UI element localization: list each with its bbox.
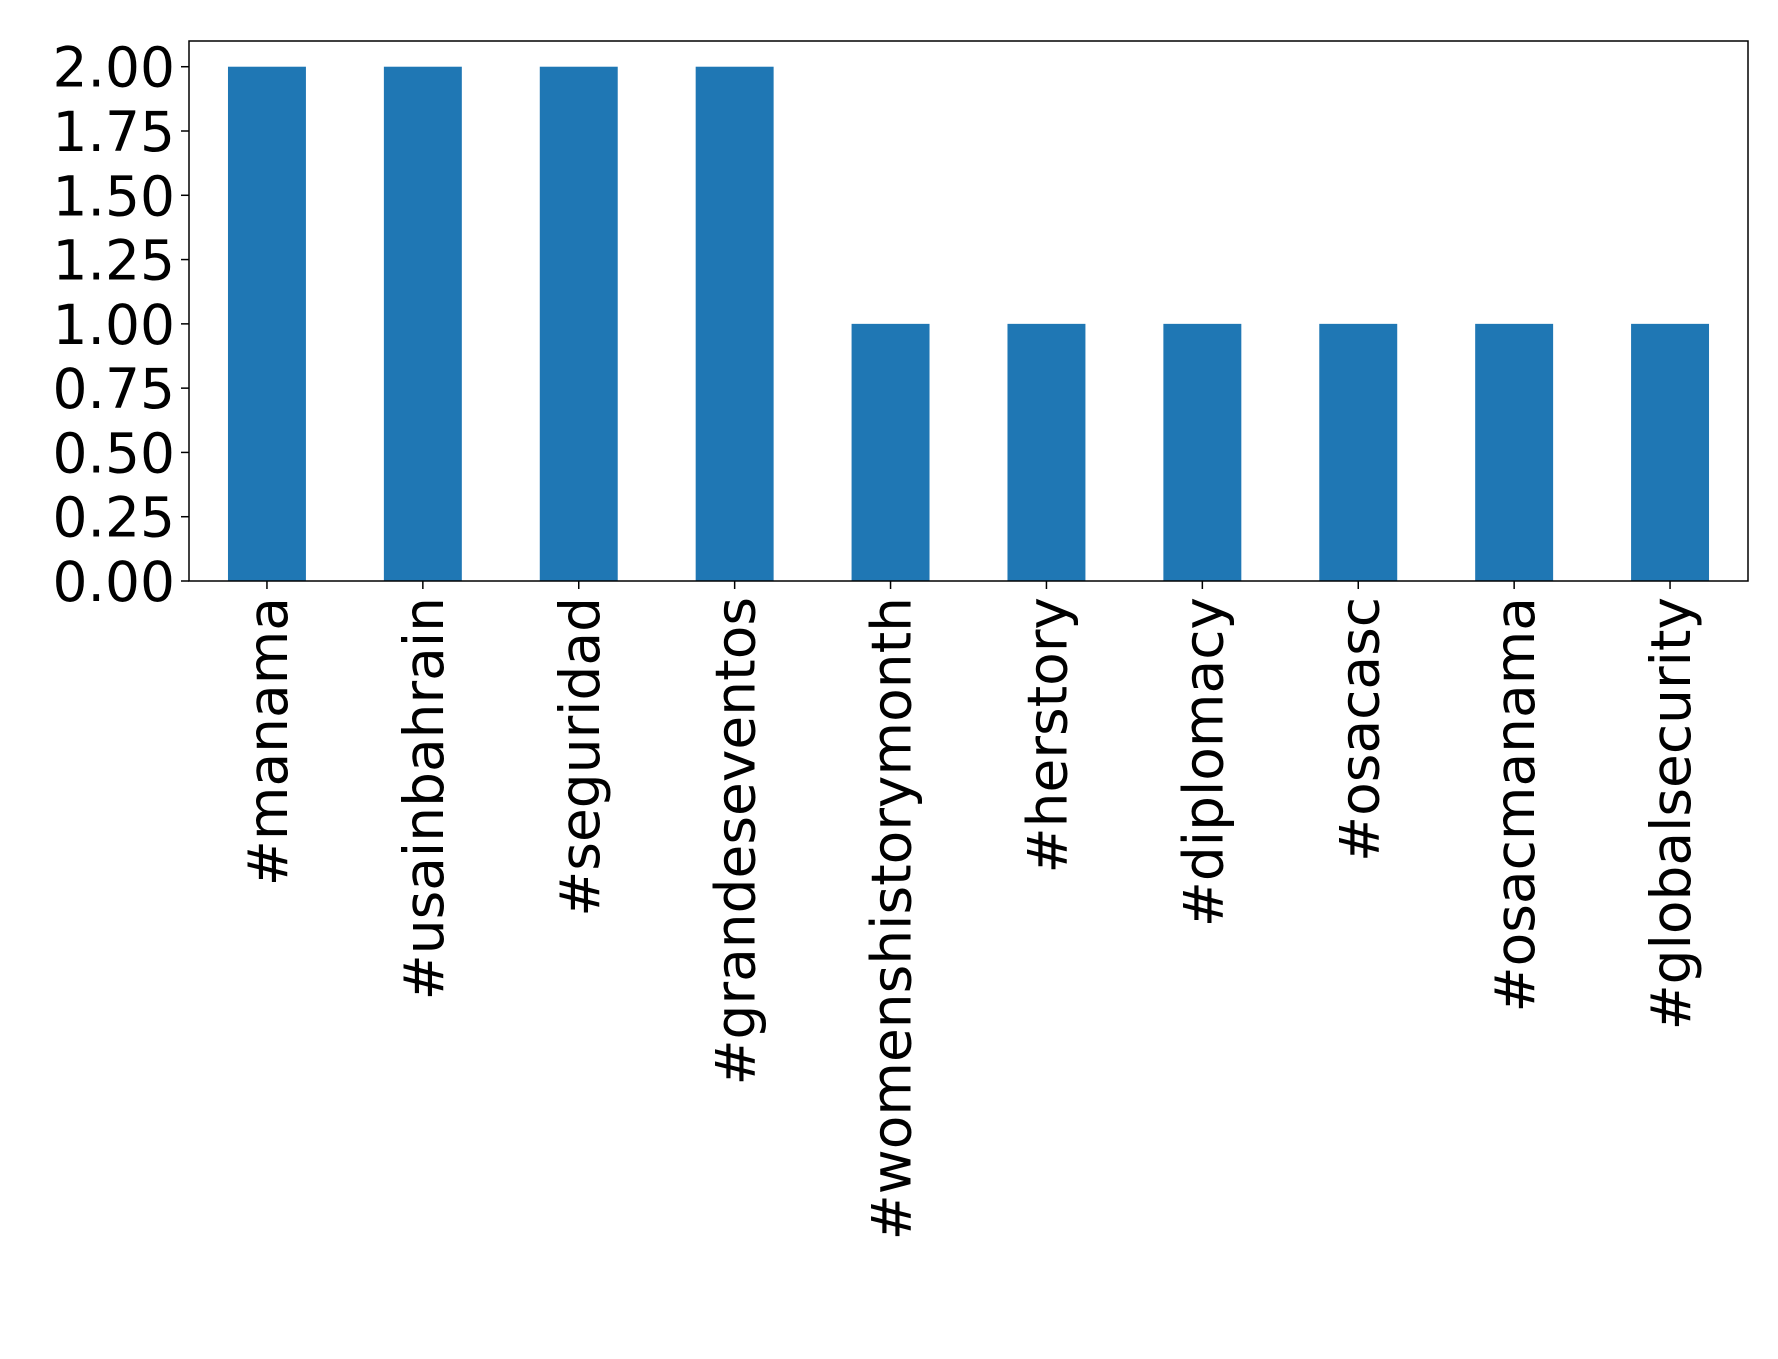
bar: [1007, 323, 1086, 581]
y-tick-label: 1.00: [53, 293, 175, 357]
bar: [1631, 323, 1710, 581]
x-tick-label: #diplomacy: [1171, 597, 1235, 927]
y-tick-label: 0.50: [53, 421, 175, 485]
x-tick-label: #seguridad: [548, 597, 612, 917]
y-tick-label: 1.50: [53, 164, 175, 228]
y-tick-label: 1.25: [53, 229, 175, 293]
x-tick-label: #osacasc: [1327, 597, 1391, 862]
y-tick-label: 1.75: [53, 100, 175, 164]
x-tick-label: #usainbahrain: [392, 597, 456, 1000]
bar: [695, 66, 774, 581]
x-tick-label: #manama: [236, 597, 300, 886]
x-tick-label: #womenshistorymonth: [860, 597, 924, 1240]
plot-frame: [188, 40, 1749, 582]
x-tick-label: #grandeseventos: [704, 597, 768, 1086]
bar: [1319, 323, 1398, 581]
y-tick-label: 0.00: [53, 550, 175, 614]
x-tick-label: #herstory: [1015, 597, 1079, 873]
y-tick-label: 0.75: [53, 357, 175, 421]
x-tick-label: #osacmanama: [1483, 597, 1547, 1012]
bar: [1475, 323, 1554, 581]
bar: [383, 66, 462, 581]
y-tick-label: 2.00: [53, 36, 175, 100]
y-tick-label: 0.25: [53, 486, 175, 550]
bar: [539, 66, 618, 581]
bar: [851, 323, 930, 581]
x-tick-label: #globalsecurity: [1639, 597, 1703, 1030]
bar: [1163, 323, 1242, 581]
bar: [227, 66, 306, 581]
